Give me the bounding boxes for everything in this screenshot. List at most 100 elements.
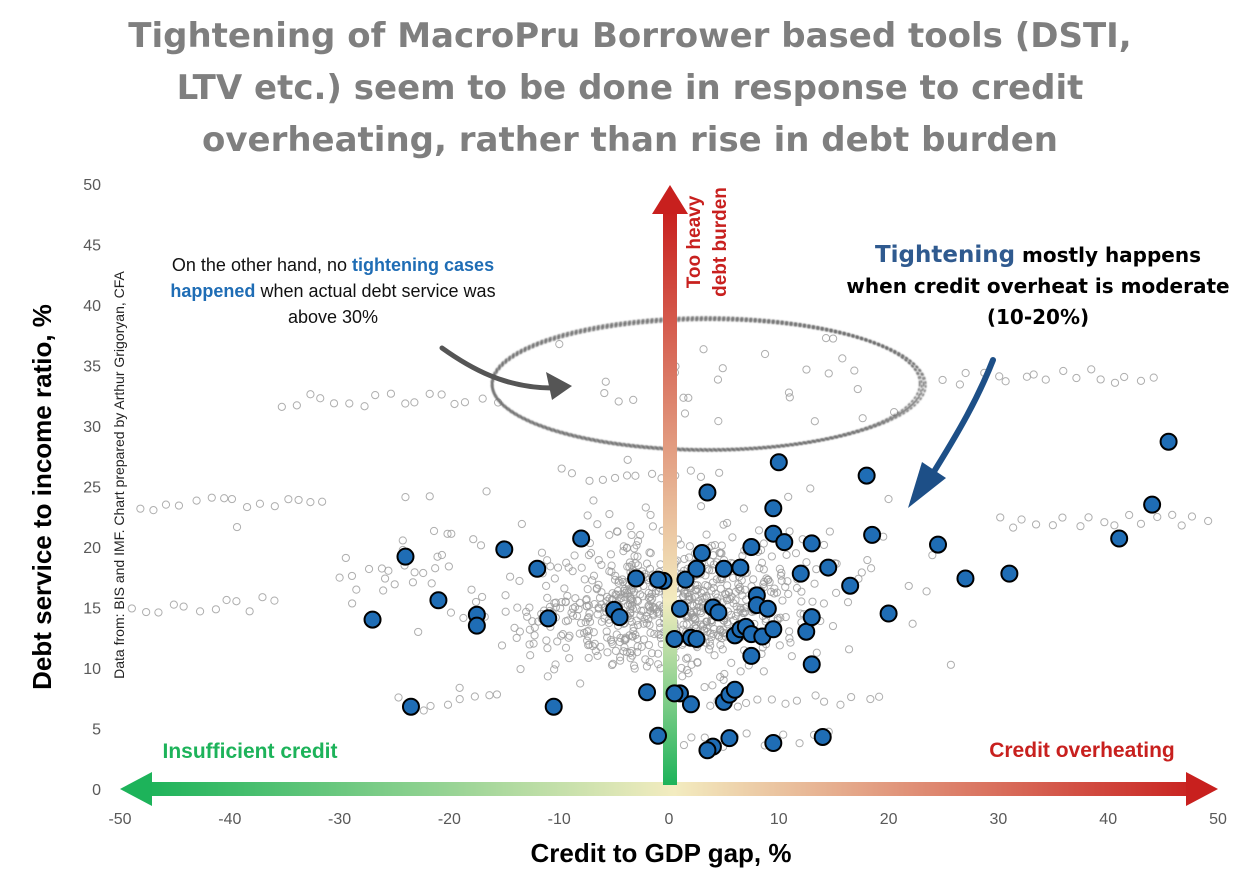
background-point xyxy=(689,612,699,621)
background-point xyxy=(633,561,643,570)
background-point xyxy=(525,640,534,649)
background-point xyxy=(757,558,767,567)
tightening-point xyxy=(819,558,838,577)
background-point xyxy=(717,541,726,550)
background-point xyxy=(616,653,625,662)
tightening-point xyxy=(742,538,761,556)
background-point xyxy=(600,388,609,398)
background-point xyxy=(596,642,605,651)
background-point xyxy=(360,402,369,411)
background-point xyxy=(812,565,821,574)
y-tick-label: 35 xyxy=(83,359,101,376)
background-point xyxy=(306,498,315,507)
up-arrow-label-line-2: debt burden xyxy=(710,187,731,297)
background-point xyxy=(644,602,654,611)
horizontal-arrow xyxy=(120,772,1218,806)
background-point xyxy=(419,706,428,715)
background-point xyxy=(753,695,762,704)
background-point xyxy=(384,566,393,575)
background-point xyxy=(557,631,566,640)
background-point xyxy=(607,660,617,670)
background-point xyxy=(736,667,745,676)
background-point xyxy=(647,649,657,658)
background-point xyxy=(575,629,584,638)
background-point xyxy=(1136,519,1146,528)
tightening-point xyxy=(731,558,750,577)
background-point xyxy=(640,614,649,623)
background-point xyxy=(630,552,639,561)
background-point xyxy=(762,574,771,583)
background-point xyxy=(232,522,242,532)
background-point xyxy=(455,695,464,704)
ellipse-highlight xyxy=(490,316,927,452)
background-point xyxy=(904,581,913,591)
tightening-point xyxy=(638,683,657,702)
background-point xyxy=(720,589,730,599)
background-point xyxy=(455,683,464,692)
background-point xyxy=(847,692,856,702)
background-point xyxy=(626,648,635,658)
background-point xyxy=(529,639,538,648)
background-point xyxy=(1029,370,1038,379)
background-point xyxy=(722,518,732,528)
background-point xyxy=(513,603,522,612)
background-point xyxy=(928,551,937,560)
tightening-point xyxy=(665,629,684,648)
background-point xyxy=(782,550,791,559)
background-point xyxy=(425,492,434,501)
background-point xyxy=(242,502,252,512)
background-point xyxy=(684,393,693,402)
tightening-point xyxy=(467,616,486,635)
background-point xyxy=(561,643,571,652)
title-line-3: overheating, rather than rise in debt bu… xyxy=(201,120,1059,160)
background-point xyxy=(594,604,603,613)
background-point xyxy=(1022,372,1032,381)
background-point xyxy=(550,574,559,583)
background-point xyxy=(306,390,315,399)
background-point xyxy=(485,691,494,700)
background-point xyxy=(1059,366,1068,376)
background-point xyxy=(644,640,654,650)
background-point xyxy=(616,656,625,665)
background-point xyxy=(736,586,745,595)
background-point xyxy=(797,597,806,606)
background-point xyxy=(828,621,838,631)
x-tick-label: -10 xyxy=(548,811,571,828)
background-point xyxy=(685,595,694,604)
background-point xyxy=(470,692,479,701)
background-point xyxy=(718,364,727,373)
background-point xyxy=(563,591,572,601)
background-point xyxy=(706,617,715,626)
background-point xyxy=(245,607,254,616)
background-point xyxy=(720,669,729,679)
background-point xyxy=(610,473,620,483)
background-point xyxy=(611,571,620,580)
background-point xyxy=(741,698,751,708)
background-point xyxy=(784,492,793,501)
background-point xyxy=(626,521,635,531)
tightening-point xyxy=(813,727,832,746)
background-point xyxy=(597,560,606,570)
background-point xyxy=(791,549,801,558)
background-point xyxy=(908,619,917,628)
background-point xyxy=(1001,377,1010,386)
background-point xyxy=(633,552,642,561)
background-point xyxy=(701,580,710,590)
background-point xyxy=(654,609,664,618)
background-point xyxy=(715,625,724,634)
background-point xyxy=(516,664,525,674)
background-point xyxy=(608,659,617,668)
background-point xyxy=(792,583,802,593)
background-point xyxy=(433,552,442,561)
background-point xyxy=(716,672,725,682)
background-point xyxy=(679,740,689,750)
background-point xyxy=(460,398,470,407)
background-point xyxy=(734,584,743,593)
background-point xyxy=(593,520,602,529)
background-point xyxy=(677,663,686,673)
background-point xyxy=(777,576,786,585)
background-point xyxy=(825,527,834,536)
grey-curved-arrow xyxy=(439,345,572,400)
background-point xyxy=(476,541,486,550)
background-point xyxy=(425,389,434,398)
